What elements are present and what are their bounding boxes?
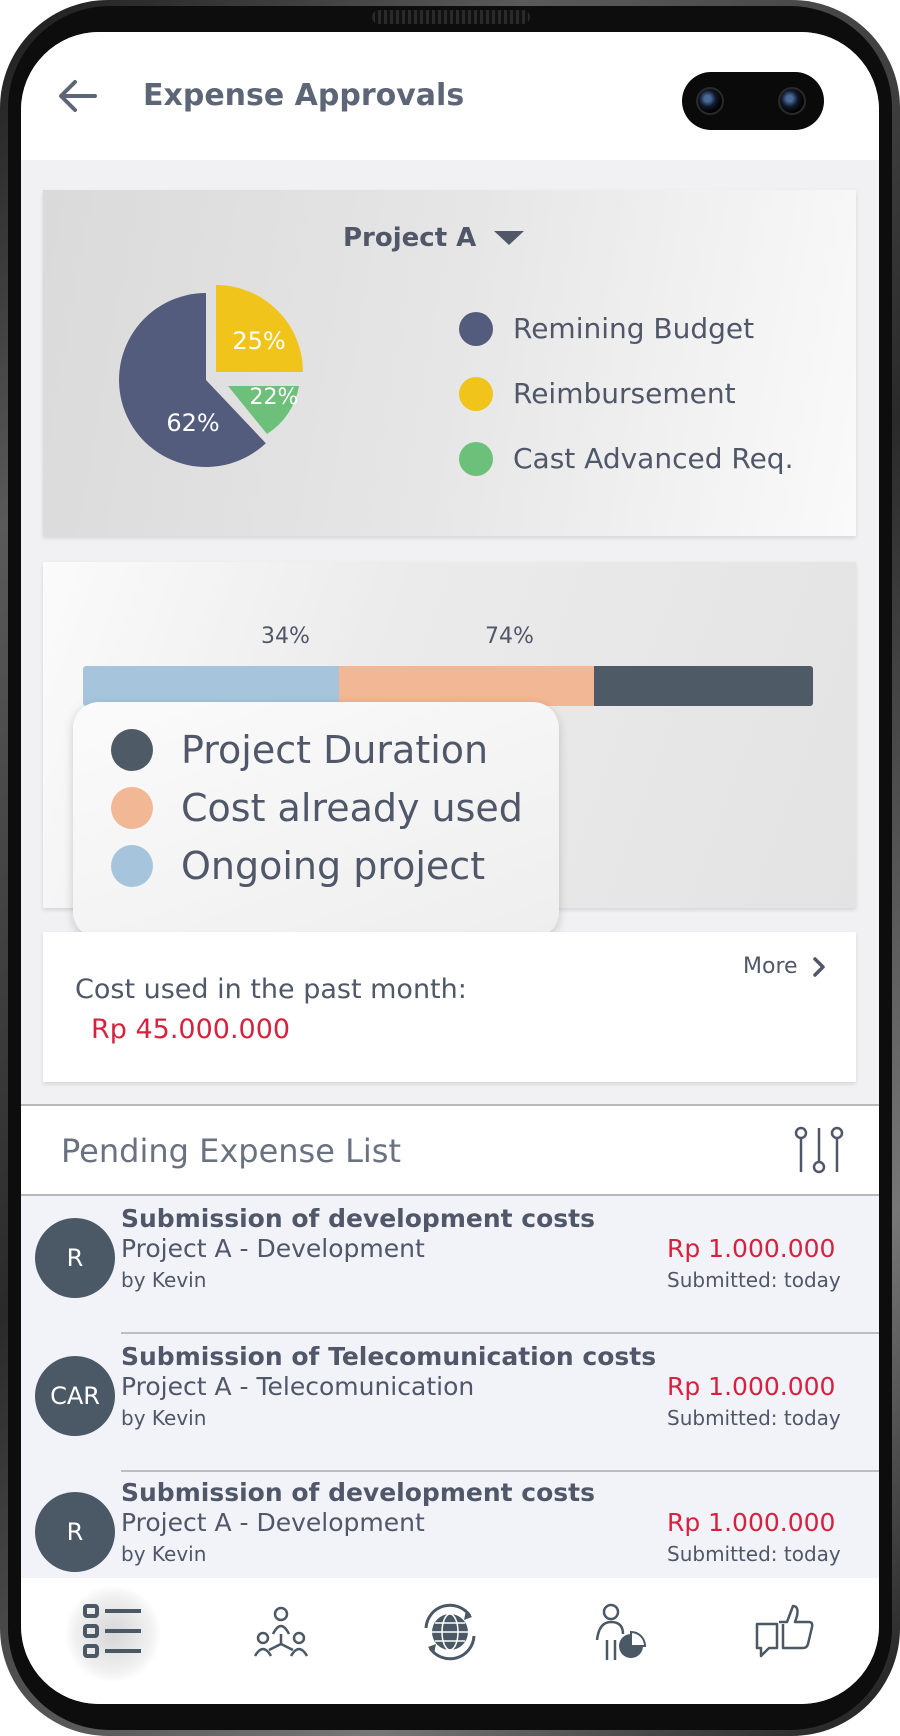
item-date: Submitted: today <box>667 1406 841 1430</box>
legend-label: Cost already used <box>181 786 523 830</box>
item-title: Submission of Telecomunication costs <box>121 1342 657 1371</box>
team-network-icon <box>253 1606 309 1657</box>
person-chart-icon <box>595 1603 647 1660</box>
item-submitter: by Kevin <box>121 1542 207 1566</box>
legend-swatch <box>111 787 153 829</box>
progress-segment <box>83 666 339 706</box>
progress-marker-label: 34% <box>261 624 310 649</box>
pending-expense-list: R Submission of development costs Projec… <box>21 1196 879 1578</box>
project-dropdown[interactable]: Project A <box>343 220 525 256</box>
pie-label-remaining: 62% <box>166 409 219 437</box>
back-button[interactable] <box>55 76 101 116</box>
speaker-grille <box>372 10 530 24</box>
nav-approvals[interactable] <box>745 1592 825 1672</box>
pending-list-title: Pending Expense List <box>61 1132 401 1170</box>
monthly-cost-card: Cost used in the past month: Rp 45.000.0… <box>43 932 856 1082</box>
camera-lens <box>778 87 806 115</box>
legend-item: Project Duration <box>111 728 488 772</box>
thumbs-up-chat-icon <box>755 1604 814 1658</box>
camera-lens <box>696 87 724 115</box>
project-dropdown-label: Project A <box>343 223 477 253</box>
nav-reports[interactable] <box>577 1592 657 1672</box>
more-button[interactable]: More <box>743 954 826 979</box>
legend-label: Ongoing project <box>181 844 486 888</box>
nav-global[interactable] <box>410 1592 490 1672</box>
divider <box>121 1332 879 1334</box>
item-title: Submission of development costs <box>121 1478 595 1507</box>
progress-marker-label: 74% <box>485 624 534 649</box>
legend-swatch <box>459 311 493 346</box>
avatar: R <box>35 1492 115 1572</box>
filter-button[interactable] <box>791 1124 847 1178</box>
filter-sliders-icon <box>794 1126 844 1174</box>
item-subtitle: Project A - Development <box>121 1508 425 1537</box>
more-label: More <box>743 954 798 979</box>
cost-value: Rp 45.000.000 <box>91 1014 291 1045</box>
arrow-left-icon <box>59 80 97 112</box>
stacked-progress-bar <box>83 666 813 706</box>
pie-legend: Remining Budget Reimbursement Cast Advan… <box>459 296 793 491</box>
item-amount: Rp 1.000.000 <box>667 1234 836 1263</box>
list-item[interactable]: R Submission of development costs Projec… <box>21 1470 879 1578</box>
legend-swatch <box>111 729 153 771</box>
item-date: Submitted: today <box>667 1268 841 1292</box>
legend-swatch <box>459 376 493 411</box>
legend-item: Ongoing project <box>111 844 485 888</box>
legend-swatch <box>459 441 493 476</box>
progress-segment <box>594 666 813 706</box>
legend-item: Reimbursement <box>459 361 793 426</box>
legend-item: Remining Budget <box>459 296 793 361</box>
pie-slice-cash-advance <box>228 386 299 434</box>
app-bar: Expense Approvals <box>21 32 879 160</box>
nav-checklist[interactable] <box>65 1586 161 1682</box>
pie-slice-remaining <box>119 293 266 467</box>
item-date: Submitted: today <box>667 1542 841 1566</box>
legend-swatch <box>111 845 153 887</box>
screen: Expense Approvals Project A 25% 22% 62% <box>21 32 879 1704</box>
cost-label: Cost used in the past month: <box>75 974 467 1005</box>
item-subtitle: Project A - Development <box>121 1234 425 1263</box>
item-submitter: by Kevin <box>121 1268 207 1292</box>
legend-label: Cast Advanced Req. <box>513 442 794 475</box>
pie-label-cash-advance: 22% <box>250 385 299 410</box>
item-subtitle: Project A - Telecomunication <box>121 1372 475 1401</box>
list-item[interactable]: CAR Submission of Telecomunication costs… <box>21 1334 879 1472</box>
legend-item: Cost already used <box>111 786 523 830</box>
budget-card: Project A 25% 22% 62% Remining Budget Re… <box>43 190 856 536</box>
item-submitter: by Kevin <box>121 1406 207 1430</box>
bottom-nav <box>21 1578 879 1704</box>
item-title: Submission of development costs <box>121 1204 595 1233</box>
item-amount: Rp 1.000.000 <box>667 1508 836 1537</box>
legend-item: Cast Advanced Req. <box>459 426 793 491</box>
caret-down-icon <box>494 231 525 245</box>
page-title: Expense Approvals <box>143 78 465 113</box>
progress-segment <box>338 666 594 706</box>
pending-list-header: Pending Expense List <box>21 1104 879 1196</box>
legend-label: Reimbursement <box>513 377 736 410</box>
legend-label: Project Duration <box>181 728 489 772</box>
progress-card: 34% 74% Project Duration Cost already us… <box>43 562 856 938</box>
avatar: CAR <box>35 1356 115 1436</box>
nav-team[interactable] <box>241 1592 321 1672</box>
list-item[interactable]: R Submission of development costs Projec… <box>21 1196 879 1334</box>
pie-slice-reimbursement <box>216 285 303 372</box>
divider <box>121 1470 879 1472</box>
chevron-right-icon <box>812 956 825 977</box>
globe-sync-icon <box>424 1603 476 1661</box>
legend-label: Remining Budget <box>513 312 755 345</box>
pie-label-reimbursement: 25% <box>232 327 285 355</box>
checklist-icon <box>83 1604 141 1658</box>
item-amount: Rp 1.000.000 <box>667 1372 836 1401</box>
front-camera <box>682 72 824 130</box>
avatar: R <box>35 1218 115 1298</box>
budget-pie-chart: 25% 22% 62% <box>119 285 303 467</box>
progress-legend: Project Duration Cost already used Ongoi… <box>73 702 559 938</box>
